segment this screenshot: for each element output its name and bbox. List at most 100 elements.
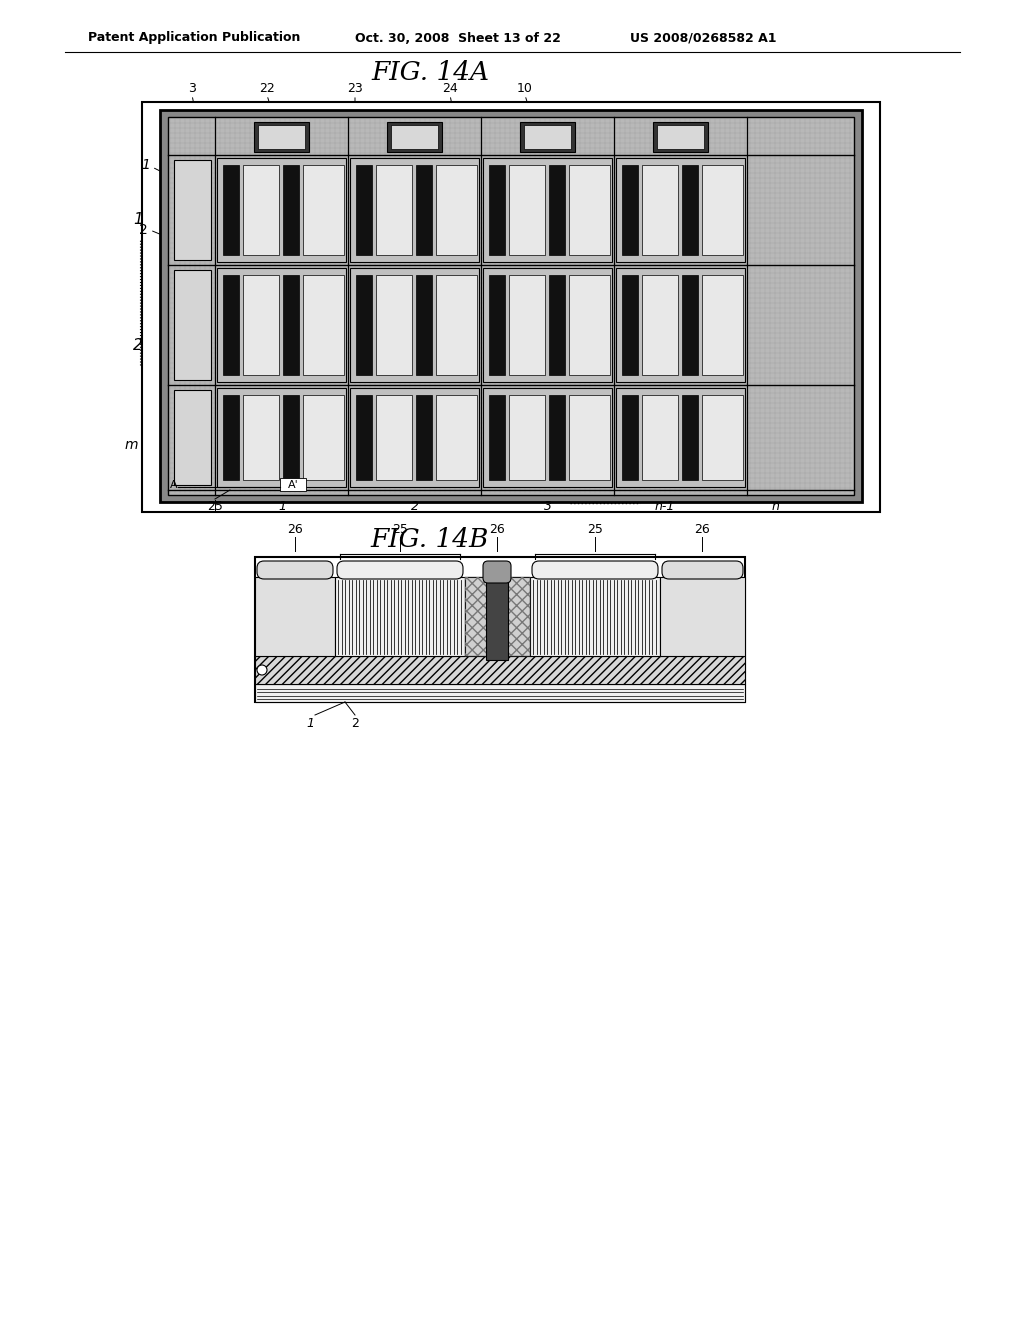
Bar (622, 395, 638, 480)
Bar (486, 573, 508, 660)
Bar (549, 275, 565, 375)
Bar (642, 275, 678, 375)
Bar (660, 577, 745, 656)
Bar (483, 388, 612, 487)
Text: 2: 2 (411, 500, 419, 513)
Text: A': A' (288, 480, 298, 490)
Text: 1: 1 (141, 158, 150, 172)
Text: m: m (125, 438, 138, 451)
Bar (653, 121, 708, 152)
Text: FIG. 14B: FIG. 14B (371, 527, 489, 552)
Text: Oct. 30, 2008  Sheet 13 of 22: Oct. 30, 2008 Sheet 13 of 22 (355, 32, 561, 45)
Text: 26: 26 (489, 523, 505, 536)
Bar (657, 125, 705, 149)
Bar (702, 165, 743, 255)
Text: 1: 1 (306, 717, 314, 730)
Bar (168, 117, 854, 495)
Bar (569, 275, 610, 375)
Bar (483, 268, 612, 381)
Bar (682, 275, 698, 375)
Bar (223, 165, 239, 255)
Bar (243, 275, 279, 375)
Text: 1: 1 (133, 213, 143, 227)
Bar (303, 395, 344, 480)
Bar (376, 395, 412, 480)
Bar (387, 121, 442, 152)
Bar (549, 395, 565, 480)
Bar (616, 388, 745, 487)
Text: 2: 2 (139, 223, 148, 238)
Bar (303, 165, 344, 255)
Bar (569, 395, 610, 480)
Bar (356, 165, 372, 255)
Bar (254, 121, 309, 152)
Text: 2: 2 (351, 717, 359, 730)
Bar (174, 389, 211, 484)
Bar (160, 110, 862, 502)
Text: 1: 1 (278, 500, 286, 513)
Bar (223, 275, 239, 375)
Bar (356, 395, 372, 480)
Bar (174, 160, 211, 260)
Bar (549, 165, 565, 255)
Text: 25: 25 (207, 500, 223, 513)
Text: 3: 3 (544, 500, 552, 513)
Bar (702, 395, 743, 480)
FancyBboxPatch shape (337, 561, 463, 579)
Bar (622, 165, 638, 255)
Text: 26: 26 (287, 523, 303, 536)
Bar (520, 121, 575, 152)
Text: 26: 26 (694, 523, 710, 536)
Bar (616, 268, 745, 381)
Bar (350, 268, 479, 381)
Bar (255, 557, 745, 702)
Bar (682, 165, 698, 255)
Bar (436, 165, 477, 255)
Bar (509, 275, 545, 375)
Text: 22: 22 (259, 82, 274, 95)
Bar (569, 165, 610, 255)
Bar (350, 388, 479, 487)
Text: 25: 25 (587, 523, 603, 536)
Circle shape (257, 665, 267, 675)
Bar (682, 395, 698, 480)
Bar (489, 165, 505, 255)
Bar (283, 395, 299, 480)
Bar (255, 656, 745, 684)
Text: US 2008/0268582 A1: US 2008/0268582 A1 (630, 32, 776, 45)
Bar (489, 395, 505, 480)
Bar (436, 275, 477, 375)
Bar (255, 577, 335, 656)
Bar (217, 268, 346, 381)
Bar (530, 577, 660, 656)
Bar (356, 275, 372, 375)
Bar (255, 684, 745, 702)
Bar (416, 165, 432, 255)
Bar (335, 577, 465, 656)
Text: 24: 24 (442, 82, 458, 95)
Bar (142, 102, 880, 512)
Bar (622, 275, 638, 375)
Bar (243, 395, 279, 480)
FancyBboxPatch shape (662, 561, 743, 579)
Bar (483, 158, 612, 261)
FancyBboxPatch shape (483, 561, 511, 583)
Bar (283, 275, 299, 375)
Bar (223, 395, 239, 480)
Text: 23: 23 (347, 82, 362, 95)
Bar (280, 478, 306, 491)
Bar (217, 388, 346, 487)
FancyBboxPatch shape (257, 561, 333, 579)
Text: 25: 25 (392, 523, 408, 536)
Text: n-1: n-1 (654, 500, 675, 513)
Bar (258, 125, 305, 149)
Bar (524, 125, 571, 149)
Bar (509, 165, 545, 255)
Bar (436, 395, 477, 480)
Text: 10: 10 (517, 82, 532, 95)
Text: n: n (771, 500, 779, 513)
Text: 3: 3 (188, 82, 196, 95)
Bar (642, 395, 678, 480)
Text: A: A (170, 480, 178, 490)
Bar (616, 158, 745, 261)
